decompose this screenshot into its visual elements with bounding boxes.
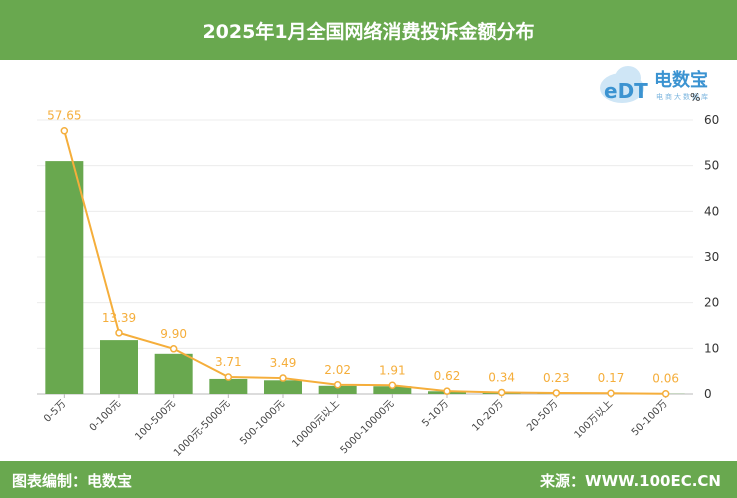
y-tick-label: 40 — [704, 204, 719, 218]
x-tick-label: 500-1000元 — [238, 398, 287, 447]
bar — [264, 380, 302, 394]
y-tick-label: 30 — [704, 250, 719, 264]
x-tick-label: 0-5万 — [42, 398, 68, 424]
line-point — [388, 381, 397, 390]
chart-title-banner: 2025年1月全国网络消费投诉金额分布 — [0, 0, 737, 60]
y-tick-label: 50 — [704, 159, 719, 173]
footer-bar: 图表编制：电数宝 来源：WWW.100EC.CN — [0, 461, 737, 498]
data-label: 57.65 — [47, 109, 81, 123]
data-label: 3.49 — [270, 356, 297, 370]
x-tick-label: 50-100万 — [630, 398, 670, 438]
chart-title: 2025年1月全国网络消费投诉金额分布 — [202, 20, 535, 43]
x-tick-label: 5-10万 — [420, 398, 451, 429]
y-tick-label: 20 — [704, 296, 719, 310]
x-tick-label: 10-20万 — [470, 398, 505, 433]
data-label: 0.34 — [488, 370, 515, 384]
line-point — [333, 381, 342, 389]
y-tick-label: 60 — [704, 113, 719, 127]
y-axis-unit: % — [690, 91, 701, 104]
bar — [373, 386, 412, 394]
x-tick-label: 10000元以上 — [290, 398, 342, 450]
bar — [45, 161, 84, 394]
line-point — [607, 389, 615, 397]
bar — [209, 378, 248, 394]
bar — [318, 385, 357, 394]
line-point — [497, 388, 506, 397]
x-tick-label: 100-500元 — [133, 398, 177, 442]
line-point — [443, 387, 451, 395]
line-point — [60, 126, 69, 135]
data-label: 9.90 — [160, 327, 187, 341]
data-label: 3.71 — [215, 355, 242, 369]
line-point — [169, 345, 178, 353]
svg-text:eDT: eDT — [604, 79, 648, 103]
x-tick-label: 100万以上 — [572, 398, 615, 441]
data-label: 0.17 — [598, 371, 625, 385]
footer-credit: 图表编制：电数宝 — [12, 472, 133, 490]
y-tick-label: 10 — [704, 341, 719, 355]
logo-subtitle: 电商大数据库 — [656, 93, 710, 101]
data-label: 0.06 — [652, 372, 679, 386]
bar — [154, 353, 193, 394]
data-label: 0.62 — [434, 369, 461, 383]
logo-name: 电数宝 — [654, 70, 708, 91]
footer-source: 来源：WWW.100EC.CN — [540, 472, 721, 490]
line-point — [279, 374, 287, 382]
cloud-edt-logo-icon: eDT — [600, 66, 648, 103]
line-point — [661, 389, 670, 398]
line-point — [115, 329, 123, 337]
data-label: 2.02 — [324, 363, 351, 377]
y-tick-label: 0 — [704, 387, 712, 401]
x-tick-label: 0-100元 — [88, 398, 123, 433]
data-label: 1.91 — [379, 363, 406, 377]
data-label: 0.23 — [543, 371, 570, 385]
line-series — [63, 130, 666, 395]
data-label: 13.39 — [102, 311, 136, 325]
x-tick-label: 1000元-5000元 — [172, 398, 232, 458]
line-point — [224, 373, 233, 381]
bar — [100, 340, 138, 394]
x-tick-label: 5000-10000元 — [339, 398, 397, 456]
line-point — [552, 389, 561, 397]
x-tick-label: 20-50万 — [525, 398, 560, 433]
